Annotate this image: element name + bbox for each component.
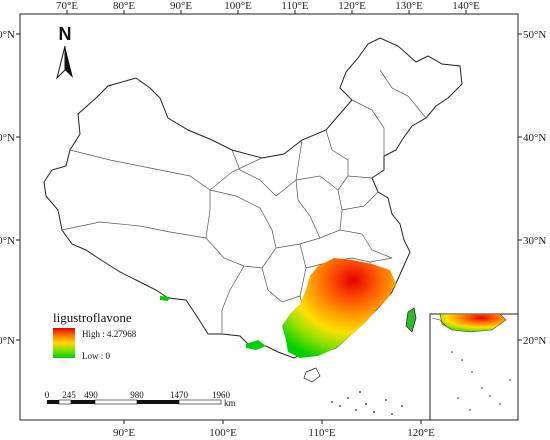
scale-label-1960: 1960 xyxy=(212,390,231,400)
right-tick-20n: 20°N xyxy=(523,335,546,347)
top-tick-100e: 100°E xyxy=(224,0,252,12)
scale-label-245: 245 xyxy=(62,390,76,400)
top-tick-140e: 140°E xyxy=(452,0,480,12)
inset-islands xyxy=(451,351,511,411)
top-tick-80e: 80°E xyxy=(113,0,135,12)
left-tick-30n: 30°N xyxy=(0,235,15,247)
scale-label-1470: 1470 xyxy=(170,390,189,400)
frame-ticks xyxy=(16,10,522,424)
top-tick-120e: 120°E xyxy=(338,0,366,12)
hainan-island xyxy=(303,367,321,383)
suitability-patch-west xyxy=(160,296,170,301)
suitability-region xyxy=(282,258,396,358)
north-arrow-right-icon xyxy=(65,46,73,78)
legend: ligustroflavone High : 4.27968 Low : 0 xyxy=(53,310,137,361)
inset-suitability-region xyxy=(439,313,507,333)
right-tick-30n: 30°N xyxy=(523,235,546,247)
bottom-tick-110e: 110°E xyxy=(308,427,335,439)
legend-gradient xyxy=(53,328,75,358)
top-tick-110e: 110°E xyxy=(281,0,308,12)
legend-high-label: High : 4.27968 xyxy=(82,329,137,339)
scale-label-980: 980 xyxy=(130,390,144,400)
left-tick-50n: 50°N xyxy=(0,29,15,41)
inset-coastline xyxy=(431,317,447,327)
south-sea-islands xyxy=(331,391,403,415)
right-tick-40n: 40°N xyxy=(523,132,546,144)
bottom-tick-120e: 120°E xyxy=(407,427,435,439)
suitability-patch-south xyxy=(246,340,266,350)
legend-low-label: Low : 0 xyxy=(82,351,110,361)
north-arrow-left-icon xyxy=(56,45,66,80)
left-tick-20n: 20°N xyxy=(0,335,15,347)
scale-bar: 0 245 490 980 1470 1960 km xyxy=(45,390,236,408)
scale-label-490: 490 xyxy=(84,390,98,400)
province-boundaries xyxy=(61,69,427,357)
top-tick-130e: 130°E xyxy=(395,0,423,12)
scale-label-0: 0 xyxy=(45,390,50,400)
right-tick-50n: 50°N xyxy=(523,29,546,41)
scale-unit: km xyxy=(224,398,236,408)
top-tick-70e: 70°E xyxy=(56,0,78,12)
north-arrow: N xyxy=(56,24,73,80)
left-tick-40n: 40°N xyxy=(0,132,15,144)
legend-title: ligustroflavone xyxy=(53,310,132,325)
bottom-tick-100e: 100°E xyxy=(209,427,237,439)
taiwan-island xyxy=(405,307,417,333)
bottom-tick-90e: 90°E xyxy=(113,427,135,439)
north-label: N xyxy=(59,24,72,44)
top-tick-90e: 90°E xyxy=(170,0,192,12)
